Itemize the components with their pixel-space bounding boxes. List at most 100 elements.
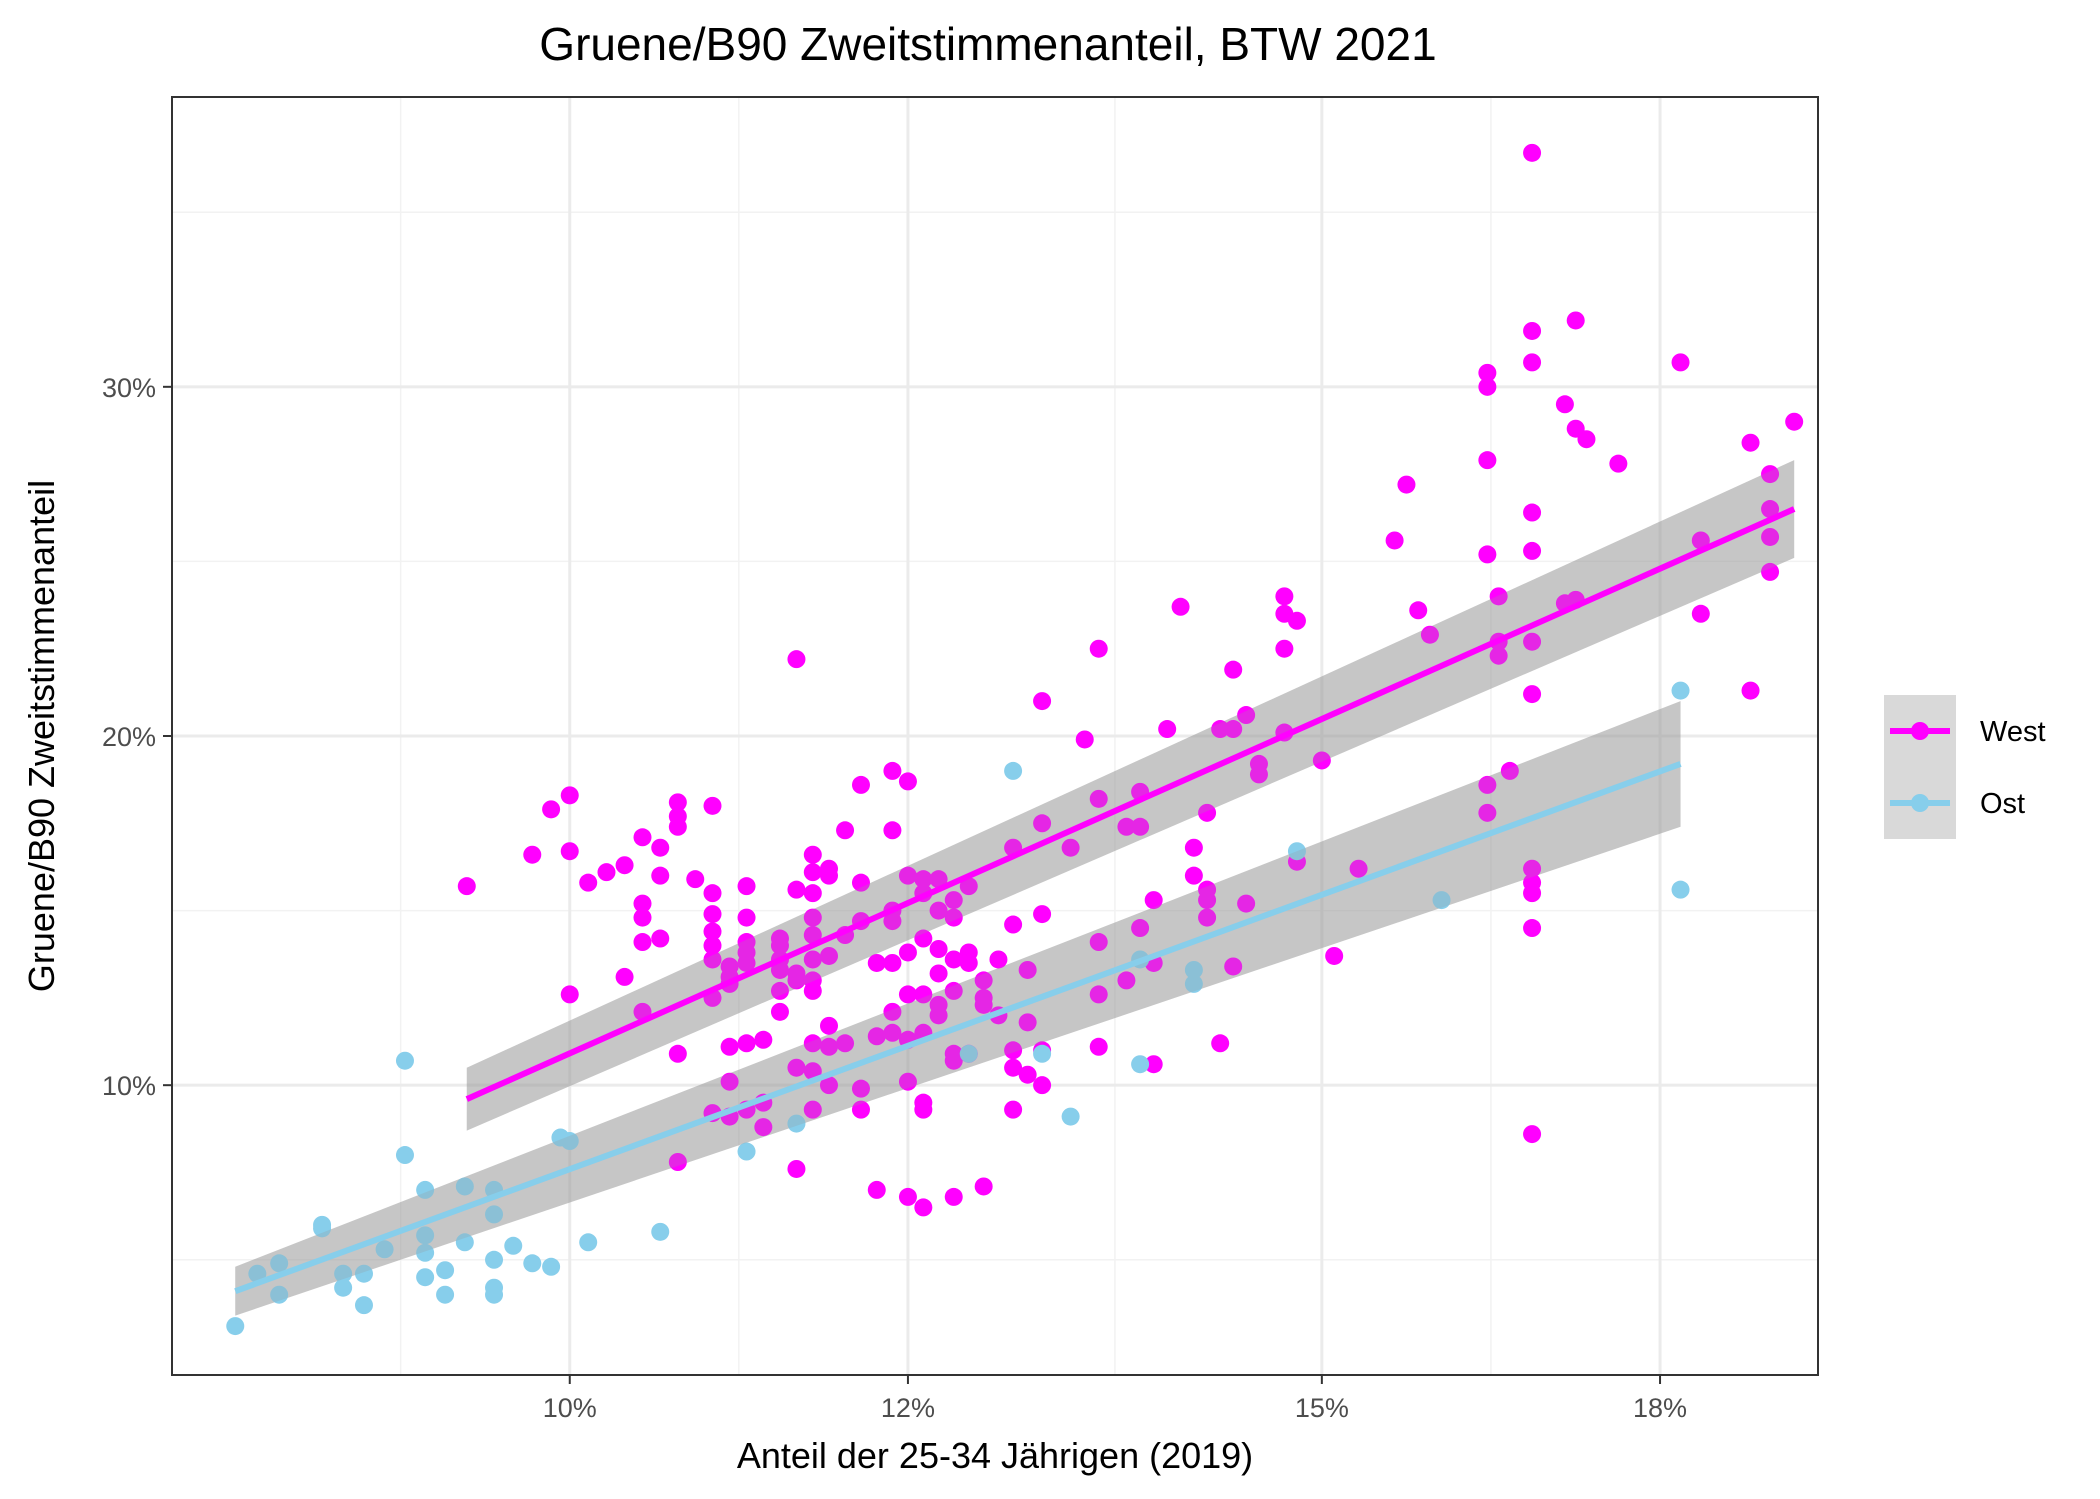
data-point-west [703,905,722,924]
data-point-west [914,1198,933,1217]
data-point-west [737,953,756,972]
legend-label-west: West [1980,716,2046,748]
data-point-west [1089,985,1108,1004]
x-axis-title: Anteil der 25-34 Jährigen (2019) [737,1435,1253,1476]
data-point-west [898,985,917,1004]
data-point-west [787,1159,806,1178]
data-point-ost [579,1233,598,1252]
x-axis: 10% 12% 15% 18% [543,1375,1687,1423]
data-point-west [770,936,789,955]
data-point-west [560,786,579,805]
data-point-ost [959,1044,978,1063]
data-point-west [898,943,917,962]
data-point-west [803,845,822,864]
data-point-ost [651,1222,670,1241]
data-point-ost [416,1226,435,1245]
y-tick-label: 20% [102,722,156,752]
data-point-ost [1033,1044,1052,1063]
data-point-west [914,1100,933,1119]
data-point-ost [416,1243,435,1262]
data-point-west [754,1118,773,1137]
data-point-ost [1432,891,1451,910]
data-point-ost [354,1264,373,1283]
data-point-west [1523,353,1542,372]
data-point-west [929,901,948,920]
data-point-west [615,856,634,875]
data-point-west [1117,971,1136,990]
data-point-west [1018,960,1037,979]
data-point-west [686,870,705,889]
x-tick-label: 15% [1295,1393,1349,1423]
data-point-west [819,1076,838,1095]
data-point-west [615,967,634,986]
data-point-ost [416,1180,435,1199]
data-point-ost [248,1264,267,1283]
data-point-west [1577,430,1596,449]
x-tick-label: 12% [881,1393,935,1423]
data-point-ost [375,1240,394,1259]
data-point-ost [1004,761,1023,780]
data-point-west [1249,765,1268,784]
data-point-west [1089,789,1108,808]
data-point-west [457,877,476,896]
chart-title: Gruene/B90 Zweitstimmenanteil, BTW 2021 [539,18,1436,70]
data-point-west [1089,933,1108,952]
data-point-west [1741,681,1760,700]
data-point-west [737,908,756,927]
data-point-west [1224,957,1243,976]
data-point-west [929,964,948,983]
data-point-ost [737,1142,756,1161]
data-point-west [754,1030,773,1049]
data-point-west [770,960,789,979]
data-point-west [819,946,838,965]
data-point-west [914,985,933,1004]
data-point-west [989,950,1008,969]
data-point-west [579,873,598,892]
data-point-west [1224,660,1243,679]
data-point-west [1489,587,1508,606]
data-point-west [737,1034,756,1053]
data-point-west [1478,451,1497,470]
data-point-west [1325,946,1344,965]
data-point-west [836,1034,855,1053]
data-point-west [1500,761,1519,780]
data-point-west [898,772,917,791]
data-point-west [720,1072,739,1091]
data-point-west [1761,562,1780,581]
data-point-west [1275,587,1294,606]
data-point-west [944,891,963,910]
data-point-west [1523,1125,1542,1144]
data-point-west [703,950,722,969]
legend: West Ost [1884,695,2046,839]
data-point-ost [504,1236,523,1255]
data-point-west [703,884,722,903]
data-point-west [523,845,542,864]
data-point-ost [485,1285,504,1304]
data-point-west [898,866,917,885]
data-point-west [944,1187,963,1206]
data-point-west [1171,597,1190,616]
data-point-west [851,775,870,794]
data-point-west [819,1016,838,1035]
data-point-west [1237,706,1256,725]
data-point-west [1033,905,1052,924]
fit-line-ost [234,761,1682,1295]
data-point-west [929,1006,948,1025]
data-point-ost [226,1317,245,1336]
data-point-ost [455,1177,474,1196]
y-axis: 10% 20% 30% [102,373,172,1101]
data-point-west [944,950,963,969]
fit-line-west [465,506,1796,1102]
data-point-west [787,650,806,669]
data-point-west [787,971,806,990]
data-point-ost [523,1254,542,1273]
data-point-west [1117,817,1136,836]
data-point-west [944,981,963,1000]
data-point-west [1523,541,1542,560]
data-point-ost [313,1219,332,1238]
data-point-west [867,1027,886,1046]
data-point-west [803,908,822,927]
data-point-west [1211,1034,1230,1053]
data-point-west [974,1177,993,1196]
data-point-west [1478,363,1497,382]
